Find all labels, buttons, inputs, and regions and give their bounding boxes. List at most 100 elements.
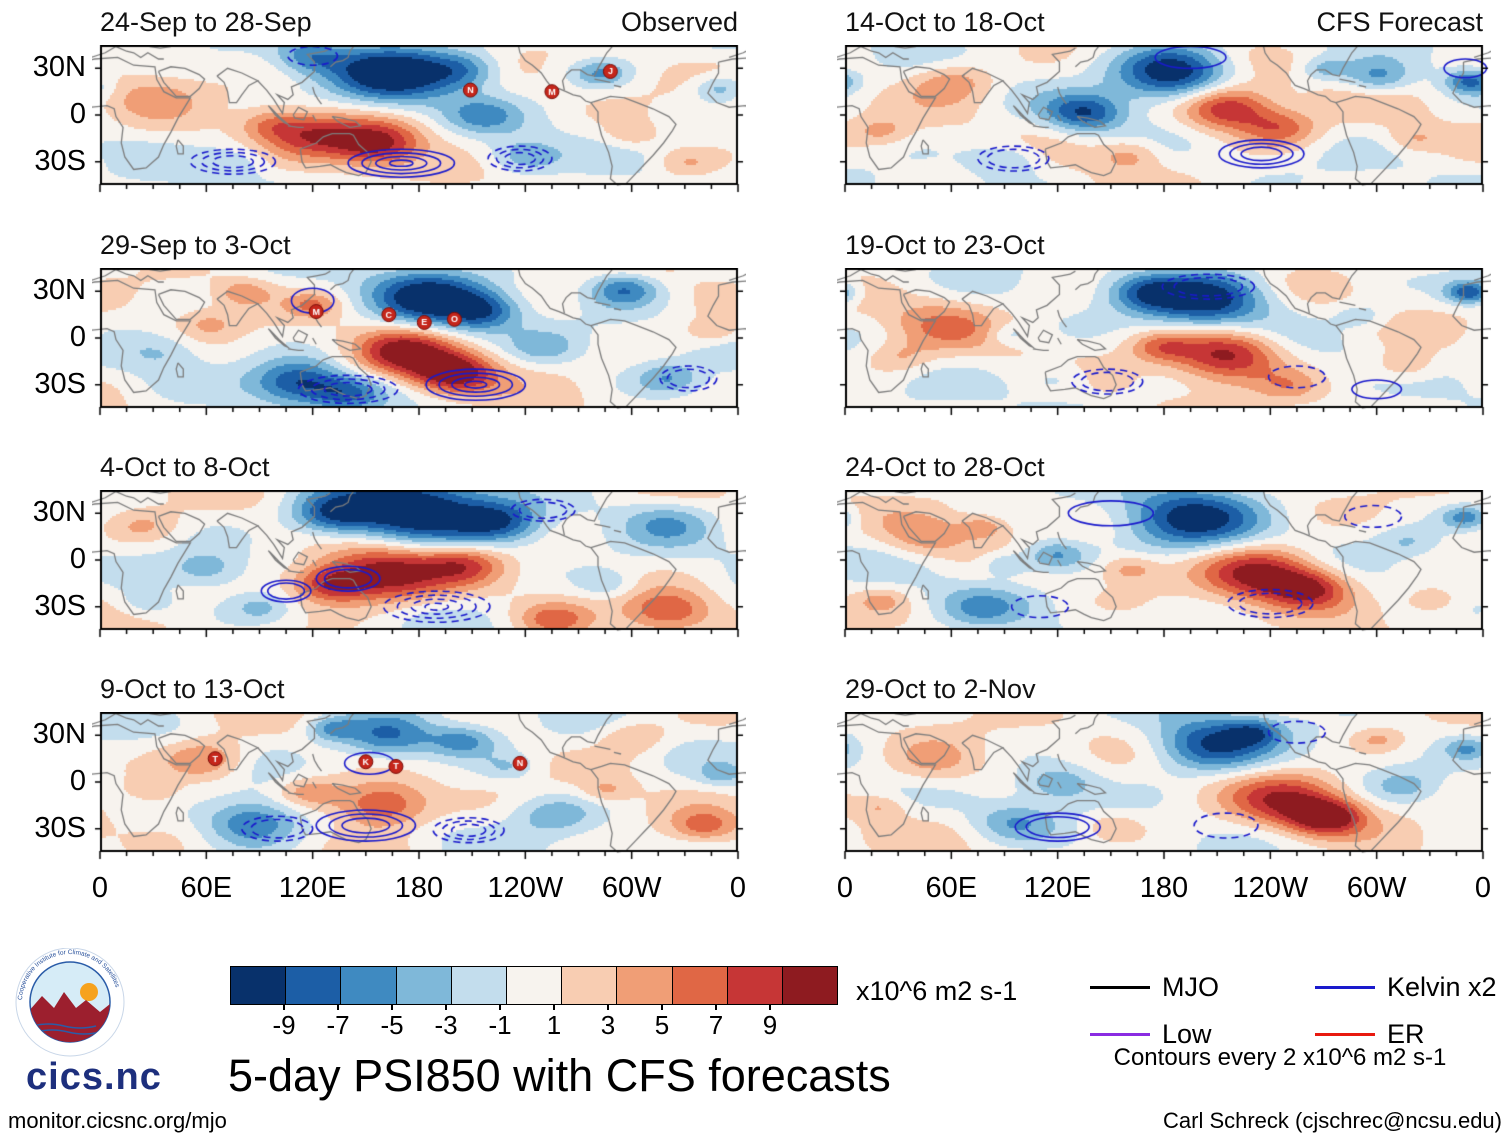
x-axis-label: 60W <box>1346 872 1407 904</box>
y-axis-label: 30S <box>34 811 86 844</box>
x-axis-label: 0 <box>91 872 109 904</box>
column-header: CFS Forecast <box>1316 7 1483 37</box>
panel-title: 4-Oct to 8-Oct <box>100 452 270 482</box>
y-axis-label: 30S <box>34 144 86 177</box>
x-axis-label: 0 <box>1474 872 1492 904</box>
colorbar-tick <box>661 1004 663 1010</box>
logo-wordmark: cics.nc <box>26 1056 162 1098</box>
map-canvas <box>92 712 746 864</box>
colorbar-cell <box>616 966 673 1005</box>
legend-line-low <box>1090 1033 1150 1036</box>
colorbar-label: 9 <box>762 1010 778 1040</box>
colorbar-label: 1 <box>546 1010 562 1040</box>
panel-title-row: 9-Oct to 13-Oct <box>100 674 738 705</box>
colorbar-cell <box>726 966 783 1005</box>
x-axis-label: 60W <box>601 872 662 904</box>
legend-item: ER <box>1315 1019 1510 1050</box>
y-axis-label: 30S <box>34 589 86 622</box>
panel-title: 9-Oct to 13-Oct <box>100 674 285 704</box>
colorbar-tick <box>391 1004 393 1010</box>
colorbar-label: -3 <box>434 1010 458 1040</box>
contour-legend: MJO Kelvin x2 Low ER <box>1090 972 1510 1050</box>
logo-wave-2 <box>35 1029 101 1035</box>
legend-item: Low <box>1090 1019 1315 1050</box>
colorbar-tick <box>553 1004 555 1010</box>
logo-wave-1 <box>31 1023 97 1029</box>
colorbar-units: x10^6 m2 s-1 <box>856 976 1018 1006</box>
colorbar-tick <box>283 1004 285 1010</box>
panel-title-row: 19-Oct to 23-Oct <box>845 230 1483 261</box>
legend-line-kelvin-x2 <box>1315 986 1375 989</box>
y-axis-label: 30N <box>32 496 86 529</box>
colorbar-label: 5 <box>654 1010 670 1040</box>
colorbar-cell <box>340 966 397 1005</box>
y-axis-label: 30S <box>34 367 86 400</box>
panel-title: 24-Sep to 28-Sep <box>100 7 312 37</box>
colorbar-label: 3 <box>600 1010 616 1040</box>
map-canvas <box>92 490 746 642</box>
column-header: Observed <box>620 7 738 37</box>
map-canvas <box>92 45 746 197</box>
y-axis-label: 30N <box>32 274 86 307</box>
legend-label: MJO <box>1162 972 1219 1002</box>
panel-title: 29-Sep to 3-Oct <box>100 230 291 260</box>
panel-title-row: 14-Oct to 18-Oct CFS Forecast <box>845 7 1483 38</box>
colorbar-label: 7 <box>708 1010 724 1040</box>
legend-note: Contours every 2 x10^6 m2 s-1 <box>1113 1044 1447 1071</box>
sun-icon <box>80 983 98 1001</box>
colorbar-tick <box>607 1004 609 1010</box>
cics-logo: Cooperative Institute for Climate and Sa… <box>15 948 125 1057</box>
colorbar-cell <box>671 966 728 1005</box>
legend-label: ER <box>1387 1019 1425 1049</box>
colorbar-cells <box>230 966 839 1005</box>
colorbar-cell <box>505 966 563 1005</box>
map-canvas <box>837 490 1491 642</box>
y-axis-label: 0 <box>69 321 86 353</box>
map-canvas <box>837 712 1491 864</box>
colorbar-label: -9 <box>272 1010 296 1040</box>
colorbar-tick <box>769 1004 771 1010</box>
colorbar-cell <box>230 966 287 1005</box>
colorbar-cell <box>781 966 839 1005</box>
panel-title: 14-Oct to 18-Oct <box>845 7 1045 37</box>
map-canvas <box>837 45 1491 197</box>
colorbar: -9 -7 -5 -3 -1 1 3 5 7 9 <box>230 966 839 1042</box>
x-axis-label: 120E <box>1023 872 1092 904</box>
panel-title-row: 29-Oct to 2-Nov <box>845 674 1483 705</box>
panel-title-row: 29-Sep to 3-Oct <box>100 230 738 261</box>
x-axis-label: 0 <box>729 872 747 904</box>
x-axis-label: 60E <box>180 872 233 904</box>
map-canvas <box>92 268 746 420</box>
x-axis-label: 180 <box>1139 872 1189 904</box>
legend-line-mjo <box>1090 986 1150 989</box>
colorbar-cell <box>450 966 507 1005</box>
colorbar-tick <box>499 1004 501 1010</box>
panel-title: 19-Oct to 23-Oct <box>845 230 1045 260</box>
x-axis-label: 0 <box>836 872 854 904</box>
legend-item: MJO <box>1090 972 1315 1003</box>
panel-title: 24-Oct to 28-Oct <box>845 452 1045 482</box>
legend-label: Kelvin x2 <box>1387 972 1497 1002</box>
y-axis-label: 0 <box>69 543 86 575</box>
x-axis-label: 120E <box>278 872 347 904</box>
colorbar-label: -5 <box>380 1010 404 1040</box>
colorbar-label: -7 <box>326 1010 350 1040</box>
panel-title: 29-Oct to 2-Nov <box>845 674 1036 704</box>
colorbar-tick <box>337 1004 339 1010</box>
y-axis-label: 0 <box>69 98 86 130</box>
x-axis-label: 120W <box>487 872 564 904</box>
y-axis-label: 30N <box>32 718 86 751</box>
colorbar-cell <box>395 966 452 1005</box>
footer-credit: Carl Schreck (cjschrec@ncsu.edu) <box>1163 1108 1502 1133</box>
panel-title-row: 24-Oct to 28-Oct <box>845 452 1483 483</box>
legend-line-er <box>1315 1033 1375 1036</box>
x-axis-label: 120W <box>1232 872 1309 904</box>
panel-title-row: 24-Sep to 28-Sep Observed <box>100 7 738 38</box>
legend-label: Low <box>1162 1019 1212 1049</box>
x-axis-label: 180 <box>394 872 444 904</box>
colorbar-cell <box>285 966 342 1005</box>
colorbar-tick <box>445 1004 447 1010</box>
y-axis-label: 30N <box>32 51 86 84</box>
x-axis-label: 60E <box>925 872 978 904</box>
